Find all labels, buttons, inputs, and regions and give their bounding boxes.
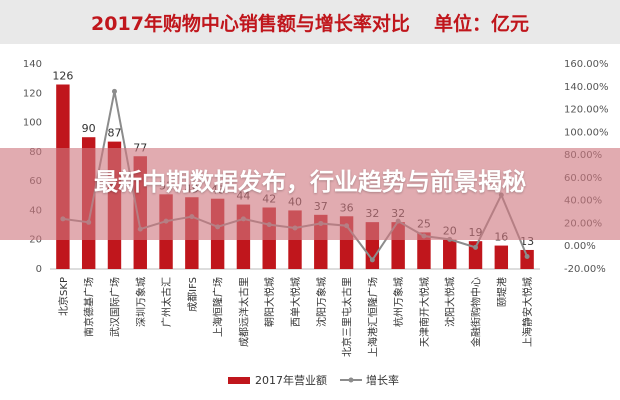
category-label: 北京三里屯太古里 (341, 277, 354, 357)
bar (520, 249, 534, 269)
category-label: 成都IFS (187, 277, 199, 312)
bar-data-label: 90 (82, 122, 96, 135)
category-label: 上海静安大悦城 (521, 277, 534, 347)
y2-tick-label: 120.00% (564, 105, 609, 116)
category-label: 南京德基广场 (83, 277, 96, 337)
category-label: 金融街购物中心 (470, 277, 483, 347)
category-label: 沈阳大悦城 (444, 277, 457, 327)
category-label: 西单大悦城 (289, 277, 302, 327)
y-tick-label: 0 (36, 264, 42, 275)
chart-title-bar: 2017年购物中心销售额与增长率对比 单位：亿元 (0, 0, 620, 44)
growth-point (369, 257, 375, 263)
y-tick-label: 20 (29, 235, 42, 246)
legend-bar-label: 2017年营业额 (255, 373, 327, 387)
category-label: 广州太古汇 (160, 277, 173, 327)
headline-banner (0, 148, 620, 240)
y2-tick-label: 160.00% (564, 59, 609, 70)
category-label: 武汉国际广场 (108, 277, 121, 337)
y2-tick-label: -20.00% (564, 264, 606, 275)
y-tick-label: 140 (23, 59, 42, 70)
growth-point (111, 88, 117, 94)
category-label: 北京SKP (57, 277, 70, 316)
legend-line-marker (348, 377, 354, 383)
bar-data-label: 126 (52, 70, 73, 83)
legend: 2017年营业额 增长率 (228, 373, 399, 387)
y-tick-label: 120 (23, 88, 42, 99)
chart-unit: 单位：亿元 (433, 12, 529, 35)
category-label: 朝阳大悦城 (263, 277, 276, 327)
bar (443, 239, 457, 269)
growth-point (524, 253, 530, 259)
y2-tick-label: 140.00% (564, 82, 609, 93)
bar (417, 232, 431, 269)
category-label: 天津南开大悦城 (418, 277, 431, 347)
category-label: 成都远洋太古里 (237, 277, 250, 347)
category-label: 沈阳万象城 (315, 277, 328, 327)
headline-text: 最新中期数据发布，行业趋势与前景揭秘 (94, 168, 526, 196)
growth-point (473, 244, 479, 250)
bar (468, 241, 483, 269)
category-label: 杭州万象城 (392, 277, 405, 327)
y-tick-label: 100 (23, 118, 42, 129)
category-label: 上海恒隆广场 (212, 277, 225, 337)
category-labels: 北京SKP 南京德基广场 武汉国际广场 深圳万象城 广州太古汇 成都IFS 上海恒隆广场 成都… (57, 277, 534, 357)
legend-bar-swatch (228, 377, 250, 384)
bar-data-label: 87 (107, 127, 121, 140)
chart-title: 2017年购物中心销售额与增长率对比 (91, 12, 410, 35)
category-label: 深圳万象城 (135, 277, 147, 327)
category-label: 颐堤港 (496, 277, 508, 307)
category-label: 上海港汇恒隆广场 (366, 277, 379, 357)
legend-line-label: 增长率 (366, 373, 399, 387)
y2-tick-label: 100.00% (564, 127, 609, 138)
bar (494, 245, 509, 269)
y2-tick-label: 0.00% (564, 241, 596, 252)
